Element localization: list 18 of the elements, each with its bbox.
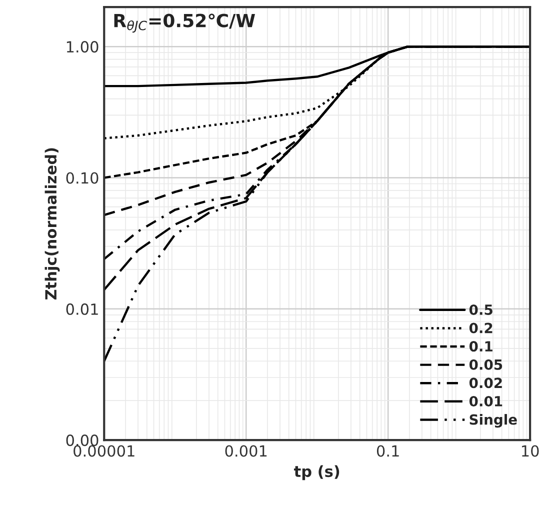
legend-label: 0.1 (469, 341, 492, 352)
y-tick-label: 0.01 (66, 303, 98, 315)
x-tick-label: 0.1 (376, 445, 399, 457)
legend-label: Single (470, 414, 517, 428)
y-tick-label: 1.00 (66, 41, 98, 53)
legend-label: 0.2 (469, 322, 492, 334)
x-axis-title: tp (s) (294, 465, 340, 480)
legend-label: 0.05 (469, 359, 502, 370)
x-tick-label: 0.001 (225, 445, 267, 457)
y-tick-label: 0.00 (66, 434, 98, 446)
x-tick-label: 10 (522, 445, 539, 457)
legend-label: 0.5 (469, 304, 492, 315)
y-axis-title: Zthjc(normalized) (44, 148, 60, 300)
legend-label: 0.01 (469, 396, 502, 406)
legend-label: 0.02 (469, 378, 502, 388)
x-tick-label: 0.00001 (74, 445, 134, 457)
y-tick-label: 0.10 (66, 172, 98, 184)
annotation: R$_{θJC}$=0.52℃/W (114, 14, 255, 33)
